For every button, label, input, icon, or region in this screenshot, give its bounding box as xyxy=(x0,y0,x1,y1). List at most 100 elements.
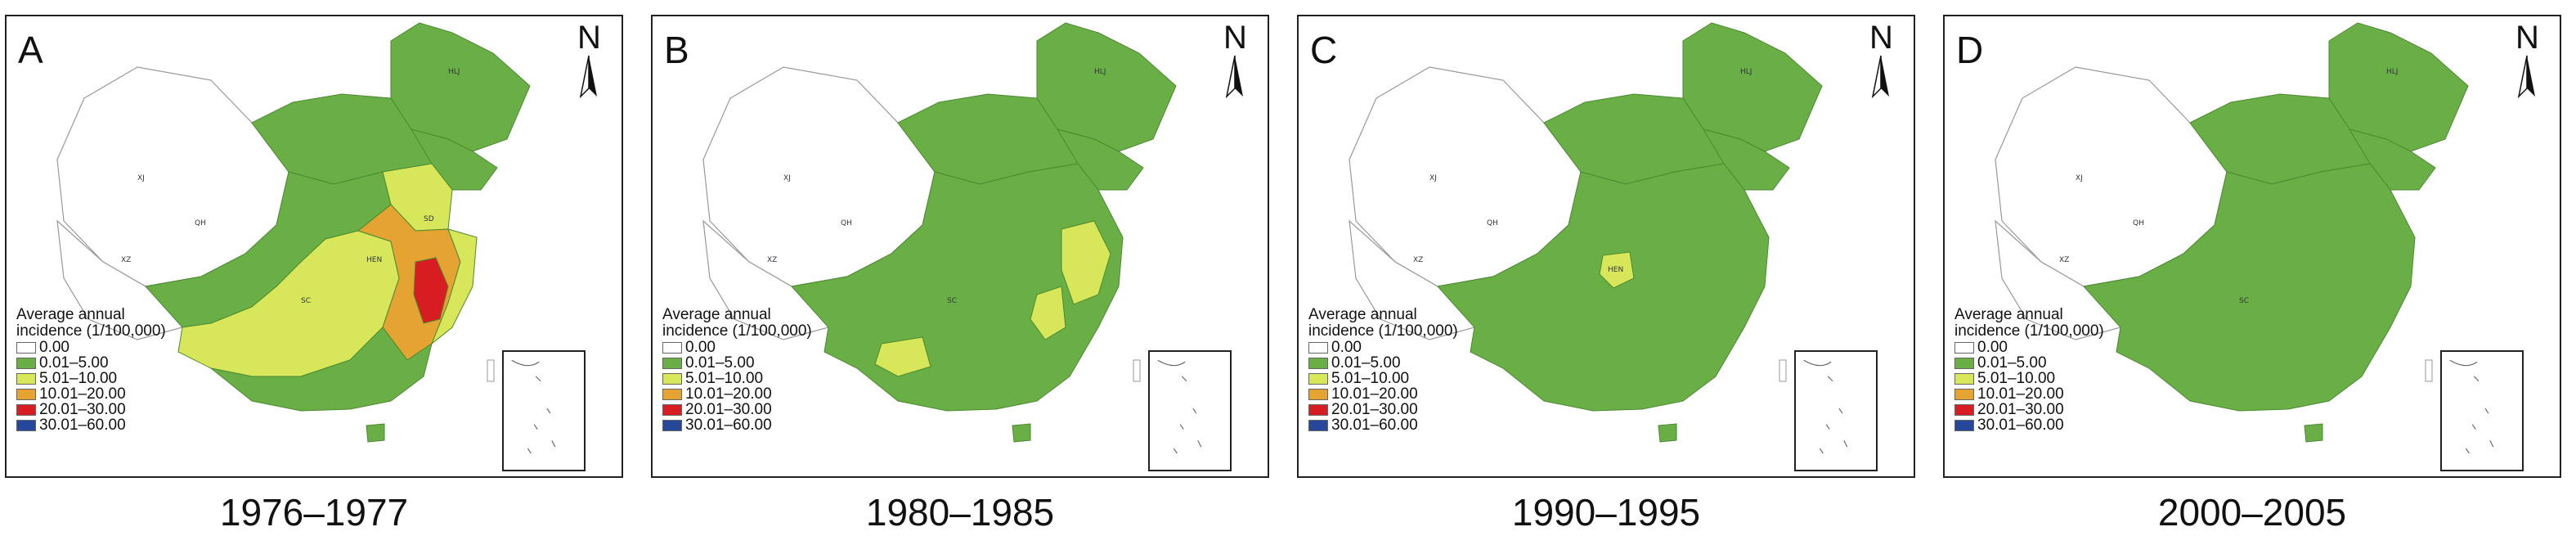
legend-label: 20.01–30.00 xyxy=(1331,401,1418,418)
legend-item: 20.01–30.00 xyxy=(16,402,278,417)
province-label: HEN xyxy=(1608,266,1623,274)
legend-swatch xyxy=(662,357,682,369)
province-label: QH xyxy=(195,219,206,227)
legend-title-line2: incidence (1/100,000) xyxy=(1308,322,1458,340)
north-arrow-icon xyxy=(1871,55,1889,99)
panel-letter: A xyxy=(18,29,43,71)
legend-item: 0.01–5.00 xyxy=(1308,355,1570,371)
legend-swatch xyxy=(662,403,682,416)
legend-item: 0.01–5.00 xyxy=(16,355,278,371)
map-panel-d: XJ XZ QH HLJ SC Average annual incidence… xyxy=(1943,0,2566,545)
map-panel-c: XJ XZ QH HLJ HEN Average annual incidenc… xyxy=(1297,0,1920,545)
map-frame: XJ XZ QH HLJ HEN Average annual incidenc… xyxy=(1297,15,1915,478)
legend-item: 0.00 xyxy=(1308,340,1570,355)
north-arrow: N xyxy=(1217,21,1253,103)
map-panel-b: XJ XZ QH HLJ SC Average annual incidence… xyxy=(651,0,1274,545)
legend-swatch xyxy=(662,419,682,431)
legend: Average annual incidence (1/100,000) 0.0… xyxy=(16,307,278,433)
legend-label: 10.01–20.00 xyxy=(39,385,126,403)
legend: Average annual incidence (1/100,000) 0.0… xyxy=(1954,307,2216,433)
legend-swatch xyxy=(16,419,36,431)
legend-item: 5.01–10.00 xyxy=(1308,371,1570,386)
legend-item: 0.00 xyxy=(1954,340,2216,355)
province-label: SC xyxy=(2239,297,2249,305)
china-map: XJ XZ QH HLJ SD HEN SC xyxy=(56,22,531,443)
china-map: XJ XZ QH HLJ SC xyxy=(1995,22,2469,443)
legend-title-line2: incidence (1/100,000) xyxy=(1954,322,2104,340)
legend-title-line2: incidence (1/100,000) xyxy=(662,322,812,340)
legend: Average annual incidence (1/100,000) 0.0… xyxy=(1308,307,1570,433)
legend-label: 0.01–5.00 xyxy=(1331,354,1401,372)
legend-swatch xyxy=(1308,357,1328,369)
map-frame: XJ XZ QH HLJ SC Average annual incidence… xyxy=(1943,15,2561,478)
legend-swatch xyxy=(1954,341,1974,354)
china-map: XJ XZ QH HLJ SC xyxy=(702,22,1177,443)
legend-label: 5.01–10.00 xyxy=(39,370,118,387)
china-map: XJ XZ QH HLJ HEN xyxy=(1349,22,1823,443)
period-caption: 1976–1977 xyxy=(219,491,409,534)
legend-swatch xyxy=(16,341,36,354)
map-panel-a: XJ XZ QH HLJ SD HEN SC Average annual in… xyxy=(5,0,628,545)
legend-label: 0.01–5.00 xyxy=(1977,354,2047,372)
province-label: XZ xyxy=(121,256,131,264)
legend-swatch xyxy=(16,403,36,416)
legend-swatch xyxy=(662,341,682,354)
province-label: HLJ xyxy=(448,68,460,76)
north-label: N xyxy=(1223,20,1247,56)
north-arrow: N xyxy=(2509,21,2545,103)
legend-label: 30.01–60.00 xyxy=(685,417,772,434)
legend-label: 20.01–30.00 xyxy=(39,401,126,418)
legend-swatch xyxy=(1954,388,1974,400)
legend-label: 10.01–20.00 xyxy=(1977,385,2064,403)
legend-swatch xyxy=(662,372,682,385)
province-label: HEN xyxy=(366,256,382,264)
legend-swatch xyxy=(1308,419,1328,431)
legend-item: 10.01–20.00 xyxy=(1954,386,2216,402)
legend-title-line2: incidence (1/100,000) xyxy=(16,322,166,340)
legend-item: 20.01–30.00 xyxy=(662,402,924,417)
legend-label: 20.01–30.00 xyxy=(685,401,772,418)
province-label: XJ xyxy=(783,174,791,182)
province-label: XZ xyxy=(767,256,777,264)
legend-label: 10.01–20.00 xyxy=(1331,385,1418,403)
legend-item: 20.01–30.00 xyxy=(1308,402,1570,417)
panel-letter: D xyxy=(1956,29,1984,71)
legend-swatch xyxy=(1308,341,1328,354)
legend-swatch xyxy=(16,388,36,400)
legend: Average annual incidence (1/100,000) 0.0… xyxy=(662,307,924,433)
legend-item: 5.01–10.00 xyxy=(16,371,278,386)
legend-swatch xyxy=(16,357,36,369)
legend-item: 0.00 xyxy=(16,340,278,355)
province-label: QH xyxy=(841,219,852,227)
legend-swatch xyxy=(662,388,682,400)
province-label: SD xyxy=(424,215,434,223)
province-label: QH xyxy=(2133,219,2144,227)
legend-item: 20.01–30.00 xyxy=(1954,402,2216,417)
legend-label: 20.01–30.00 xyxy=(1977,401,2064,418)
legend-label: 0.00 xyxy=(39,339,70,356)
province-label: HLJ xyxy=(1740,68,1752,76)
legend-label: 0.00 xyxy=(1331,339,1362,356)
province-label: XJ xyxy=(1429,174,1437,182)
legend-label: 0.00 xyxy=(685,339,716,356)
north-arrow-icon xyxy=(2517,55,2535,99)
south-china-sea-inset xyxy=(2440,350,2524,471)
province-label: XZ xyxy=(2059,256,2069,264)
north-arrow: N xyxy=(571,21,607,103)
north-label: N xyxy=(2515,20,2539,56)
legend-label: 30.01–60.00 xyxy=(1977,417,2064,434)
legend-item: 30.01–60.00 xyxy=(662,417,924,433)
legend-swatch xyxy=(1308,372,1328,385)
legend-item: 5.01–10.00 xyxy=(1954,371,2216,386)
map-frame: XJ XZ QH HLJ SC Average annual incidence… xyxy=(651,15,1269,478)
legend-label: 30.01–60.00 xyxy=(39,417,126,434)
map-frame: XJ XZ QH HLJ SD HEN SC Average annual in… xyxy=(5,15,623,478)
legend-title-line1: Average annual xyxy=(662,306,771,323)
province-label: HLJ xyxy=(1094,68,1106,76)
period-caption: 1990–1995 xyxy=(1511,491,1701,534)
legend-title-line1: Average annual xyxy=(16,306,125,323)
north-label: N xyxy=(1869,20,1893,56)
legend-item: 30.01–60.00 xyxy=(16,417,278,433)
legend-label: 0.01–5.00 xyxy=(685,354,755,372)
legend-swatch xyxy=(1308,403,1328,416)
